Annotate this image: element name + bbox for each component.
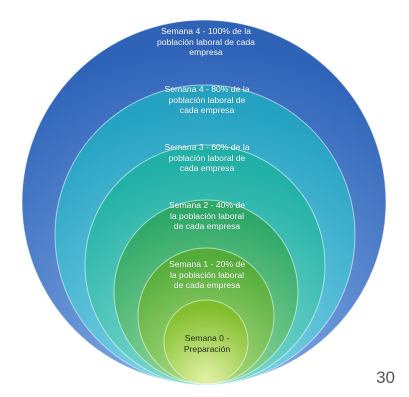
stage-label-week0: Semana 0 - Preparación [183, 333, 231, 354]
page-number: 30 [376, 368, 395, 387]
stage-label-week3-60: Semana 3 - 60% de la población laboral d… [164, 142, 250, 173]
stage-label-week2-40: Semana 2 - 40% de la población laboral d… [169, 200, 245, 231]
stage-label-week1-20: Semana 1 - 20% de la población laboral d… [169, 259, 245, 290]
circle-week0 [163, 299, 249, 385]
stage-label-week4-100: Semana 4 - 100% de la población laboral … [157, 26, 255, 57]
stage-label-week4-80: Semana 4 - 80% de la población laboral d… [164, 84, 250, 115]
